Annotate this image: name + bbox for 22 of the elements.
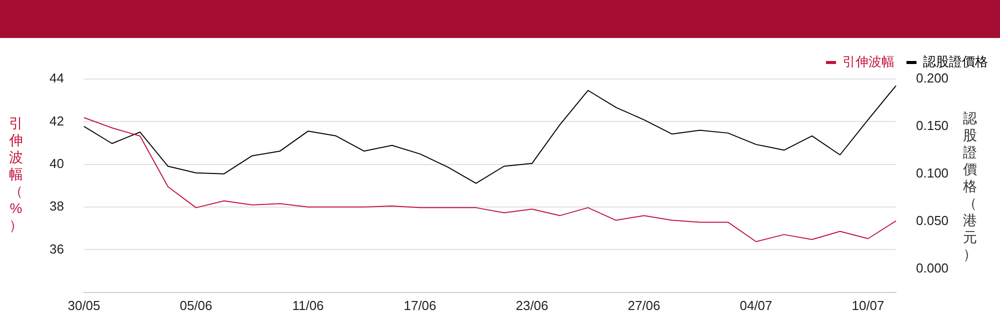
x-tick-label: 23/06 bbox=[516, 298, 548, 313]
y-tick-label: 38 bbox=[50, 198, 64, 214]
x-tick-label: 11/06 bbox=[292, 298, 324, 313]
y-tick-label: 42 bbox=[50, 113, 64, 128]
y2-tick-label: 0.200 bbox=[916, 70, 949, 86]
x-tick-label: 30/05 bbox=[68, 298, 100, 313]
x-tick-label: 04/07 bbox=[740, 298, 772, 313]
y2-tick-label: 0.100 bbox=[916, 165, 949, 180]
y2-tick-label: 0.000 bbox=[916, 260, 949, 276]
x-tick-label: 10/07 bbox=[852, 298, 884, 313]
y-axis-title: 引伸波幅（%） bbox=[8, 115, 24, 234]
legend-label: 認股證價格 bbox=[923, 54, 988, 70]
y-tick-label: 44 bbox=[50, 70, 64, 86]
y-tick-label: 36 bbox=[50, 241, 64, 256]
x-tick-label: 27/06 bbox=[628, 298, 660, 313]
y2-tick-label: 0.050 bbox=[916, 212, 949, 228]
text: 認股證價格（港元） bbox=[963, 110, 977, 262]
legend-label: 引伸波幅 bbox=[842, 54, 894, 70]
x-tick-label: 05/06 bbox=[180, 298, 212, 313]
y2-tick-label: 0.150 bbox=[916, 118, 949, 133]
x-tick-label: 17/06 bbox=[404, 298, 436, 313]
y-tick-label: 40 bbox=[50, 156, 64, 171]
